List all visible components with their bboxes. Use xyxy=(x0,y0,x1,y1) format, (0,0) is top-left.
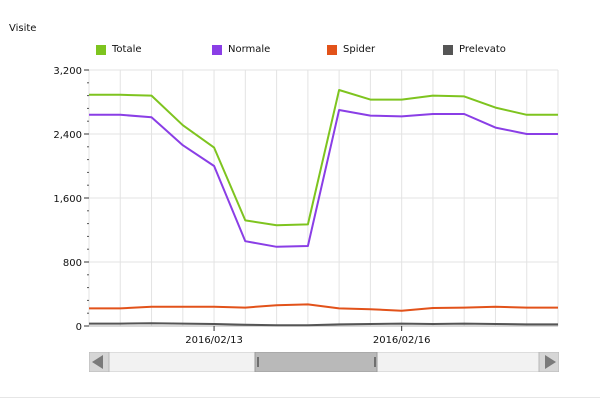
series-line-spider xyxy=(89,303,558,312)
arrow-left-icon xyxy=(92,355,103,369)
legend-item-normale[interactable]: Normale xyxy=(212,44,270,55)
legend-swatch-totale xyxy=(96,44,106,55)
series-line-totale xyxy=(89,89,558,227)
right-handle[interactable] xyxy=(374,357,376,367)
scroll-right-button[interactable] xyxy=(538,352,559,372)
y-tick-label: 800 xyxy=(63,258,82,269)
scroll-left-button[interactable] xyxy=(89,352,110,372)
x-tick-label: 2016/02/13 xyxy=(185,335,243,346)
series-line-prelevato xyxy=(89,322,558,327)
series-lines xyxy=(89,89,558,327)
legend-label-totale: Totale xyxy=(112,44,142,55)
y-tick-label: 1,600 xyxy=(53,194,82,205)
grid xyxy=(88,69,559,327)
legend-item-prelevato[interactable]: Prelevato xyxy=(443,44,506,55)
legend-label-normale: Normale xyxy=(228,44,271,55)
legend-label-prelevato: Prelevato xyxy=(459,44,506,55)
legend-swatch-normale xyxy=(212,44,222,55)
chart-title: Visite xyxy=(9,23,37,34)
legend-swatch-prelevato xyxy=(443,44,453,55)
y-tick-label: 2,400 xyxy=(53,130,82,141)
legend-swatch-spider xyxy=(327,44,337,55)
left-handle[interactable] xyxy=(257,357,259,367)
y-axis: 0 800 1,600 2,400 3,200 xyxy=(53,66,89,333)
y-tick-label: 0 xyxy=(76,322,82,333)
series-line-normale xyxy=(89,109,558,248)
legend-label-spider: Spider xyxy=(343,44,376,55)
y-tick-label: 3,200 xyxy=(53,66,82,77)
scroll-thumb[interactable] xyxy=(254,352,378,372)
legend-item-totale[interactable]: Totale xyxy=(96,44,142,55)
divider xyxy=(0,397,600,398)
arrow-right-icon xyxy=(545,355,556,369)
legend-item-spider[interactable]: Spider xyxy=(327,44,375,55)
range-scrollbar[interactable] xyxy=(89,352,559,372)
x-axis-labels: 2016/02/13 2016/02/16 xyxy=(185,326,430,346)
x-tick-label: 2016/02/16 xyxy=(373,335,431,346)
